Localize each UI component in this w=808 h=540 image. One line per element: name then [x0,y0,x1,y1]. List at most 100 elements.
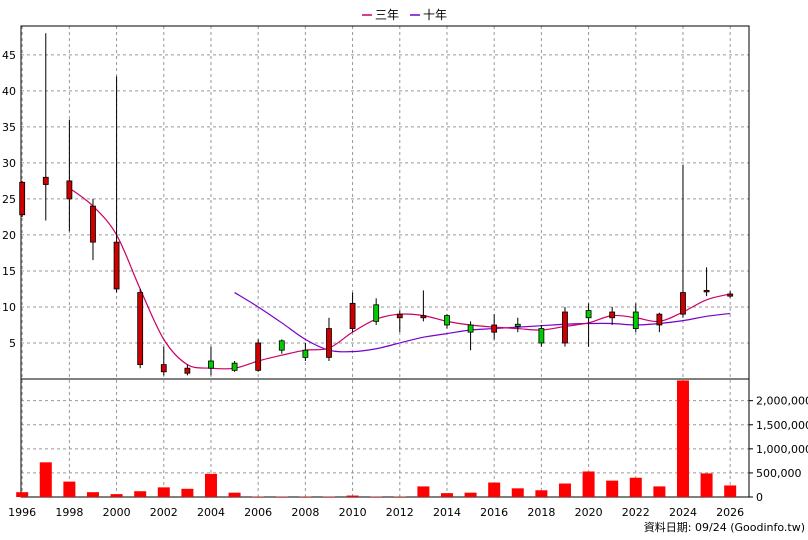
candle-body [231,362,238,371]
candle [703,267,710,297]
candle-body [302,349,309,358]
source-text: 資料日期: 09/24 (Goodinfo.tw) [644,520,805,534]
candle-body [514,323,521,327]
price-tick-label: 10 [2,301,16,314]
candle [609,306,616,325]
candle [467,321,474,351]
volume-bar [134,491,147,497]
volume-panel-frame [20,378,750,498]
candle [231,360,238,372]
candle-body [278,340,285,351]
candle-body [326,328,332,358]
candle [184,364,191,376]
volume-bar [228,492,241,497]
candle [562,306,568,347]
candle-body [491,324,498,333]
volume-bar [700,473,713,497]
candle-body [137,292,144,365]
candle-body [255,342,262,371]
volume-bar [181,488,194,497]
candle [302,342,309,361]
axis-labels: 1996 1998 2000 2002 2004 2006 2008 2010 2012 2014… [2,49,808,519]
candle-body [113,241,120,290]
candle [42,33,49,221]
legend-ma3-label: 三年 [375,8,399,22]
x-tick-label: 2020 [575,506,603,519]
volume-bar [393,496,406,498]
x-tick-label: 2010 [339,506,367,519]
candle [491,314,498,340]
candles [19,33,734,376]
volume-bar [346,495,359,497]
candle [160,346,167,376]
candle [278,339,285,354]
volume-bar [558,483,571,497]
candle-body [656,313,663,326]
candle-body [208,360,214,369]
candle-body [680,292,686,315]
x-tick-label: 2024 [669,506,697,519]
volume-bar [275,496,288,498]
candle [137,288,144,369]
candle [514,317,521,333]
candle [680,165,686,318]
volume-bar [157,487,170,497]
candle-body [444,315,450,326]
candle-body [585,310,592,319]
price-tick-label: 40 [2,85,16,98]
candle [396,310,403,333]
price-panel-frame [20,25,750,380]
candle [326,317,332,361]
volume-bar [535,490,548,497]
volume-bar [676,380,689,497]
candle-body [184,367,191,374]
volume-tick-label: 500,000 [756,467,802,480]
volume-bar [322,496,335,498]
candle [19,180,26,217]
volume-bar [511,488,524,497]
candle [208,346,214,376]
volume-bar [724,485,737,497]
legend: 三年 十年 [362,8,447,22]
candle-body [373,304,380,322]
price-tick-label: 30 [2,157,16,170]
price-tick-label: 20 [2,229,16,242]
volume-bar [204,473,217,497]
volume-bar [110,494,123,497]
candle [113,76,120,293]
plot-frames [20,25,750,498]
x-tick-label: 2016 [480,506,508,519]
x-tick-label: 2012 [386,506,414,519]
volume-bar [252,496,265,498]
volume-bar [653,486,666,497]
candle-body [562,311,568,344]
candle-body [19,181,26,216]
candle-body [703,289,710,293]
volume-bar [86,492,99,497]
x-tick-label: 2006 [244,506,272,519]
volume-bar [63,481,76,497]
candle [727,291,734,298]
x-tick-label: 2022 [622,506,650,519]
volume-bar [370,496,383,498]
candle-body [90,205,96,243]
candle-body [42,176,49,185]
price-tick-label: 5 [9,337,16,350]
price-tick-label: 25 [2,193,16,206]
candle [255,339,262,372]
candle [538,324,545,347]
candle [632,303,639,333]
volume-bar [488,482,501,497]
x-tick-label: 2014 [433,506,461,519]
volume-bar [606,480,619,497]
candle [66,119,73,232]
volume-tick-label: 1,500,000 [756,419,808,432]
ma10-line [234,292,731,353]
volume-tick-label: 2,000,000 [756,395,808,408]
candle [349,292,356,333]
x-tick-label: 2018 [527,506,555,519]
volume-bars [16,380,737,498]
candle [373,298,380,325]
x-tick-label: 2008 [291,506,319,519]
candle [656,312,663,333]
